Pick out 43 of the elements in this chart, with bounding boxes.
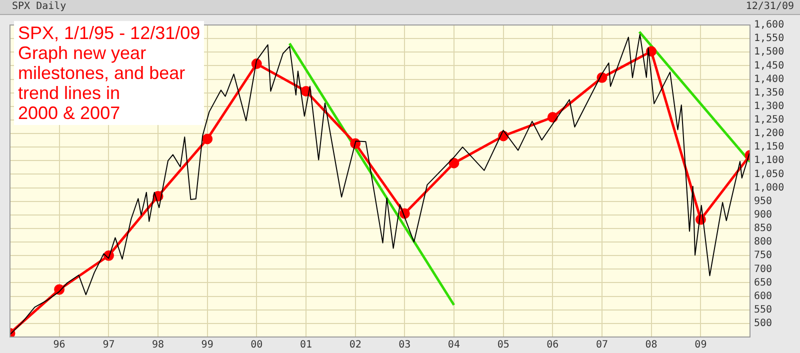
y-tick-label: 600 — [754, 290, 772, 302]
x-tick-label: 07 — [596, 340, 608, 351]
y-tick-label: 1,150 — [754, 142, 784, 153]
x-tick-label: 96 — [53, 340, 66, 351]
y-tick-label: 650 — [754, 277, 772, 288]
x-tick-label: 99 — [201, 340, 214, 351]
y-tick-label: 1,550 — [754, 33, 784, 44]
x-tick-label: 97 — [102, 340, 115, 351]
y-tick-label: 1,200 — [754, 128, 784, 140]
x-tick-label: 00 — [250, 340, 263, 351]
x-tick-label: 05 — [497, 340, 510, 351]
y-tick-label: 1,100 — [754, 155, 784, 166]
y-tick-label: 1,500 — [754, 46, 784, 58]
y-tick-label: 1,400 — [754, 74, 784, 85]
y-tick-label: 1,350 — [754, 87, 784, 98]
x-tick-label: 03 — [398, 340, 411, 351]
x-tick-label: 04 — [448, 340, 460, 351]
y-tick-label: 950 — [754, 196, 772, 207]
x-tick-label: 02 — [349, 340, 362, 351]
y-tick-label: 900 — [754, 210, 772, 221]
x-tick-label: 09 — [694, 340, 707, 351]
y-tick-label: 550 — [754, 304, 772, 316]
y-tick-label: 1,050 — [754, 168, 784, 180]
point — [202, 134, 213, 144]
y-tick-label: 1,600 — [754, 20, 784, 31]
y-tick-label: 850 — [754, 223, 772, 234]
y-tick-label: 750 — [754, 250, 772, 262]
x-tick-label: 01 — [300, 340, 312, 351]
y-tick-label: 800 — [754, 236, 772, 248]
y-tick-label: 500 — [754, 318, 772, 330]
chart-title: SPX Daily — [12, 1, 66, 12]
point — [547, 112, 558, 122]
x-tick-label: 98 — [152, 340, 164, 351]
y-tick-label: 1,300 — [754, 100, 784, 112]
x-tick-label: 06 — [546, 340, 559, 351]
text: 12/31/09 — [746, 1, 794, 12]
point — [448, 158, 460, 168]
y-tick-label: 1,000 — [754, 182, 784, 194]
annotation: SPX, 1/1/95 - 12/31/09 Graph new year milestones, and bear trend lines in 2000 & 2007 — [14, 21, 204, 125]
y-tick-label: 1,450 — [754, 60, 784, 72]
x-tick-label: 08 — [645, 340, 658, 351]
y-tick-label: 1,250 — [754, 114, 784, 126]
y-tick-label: 700 — [754, 264, 772, 275]
